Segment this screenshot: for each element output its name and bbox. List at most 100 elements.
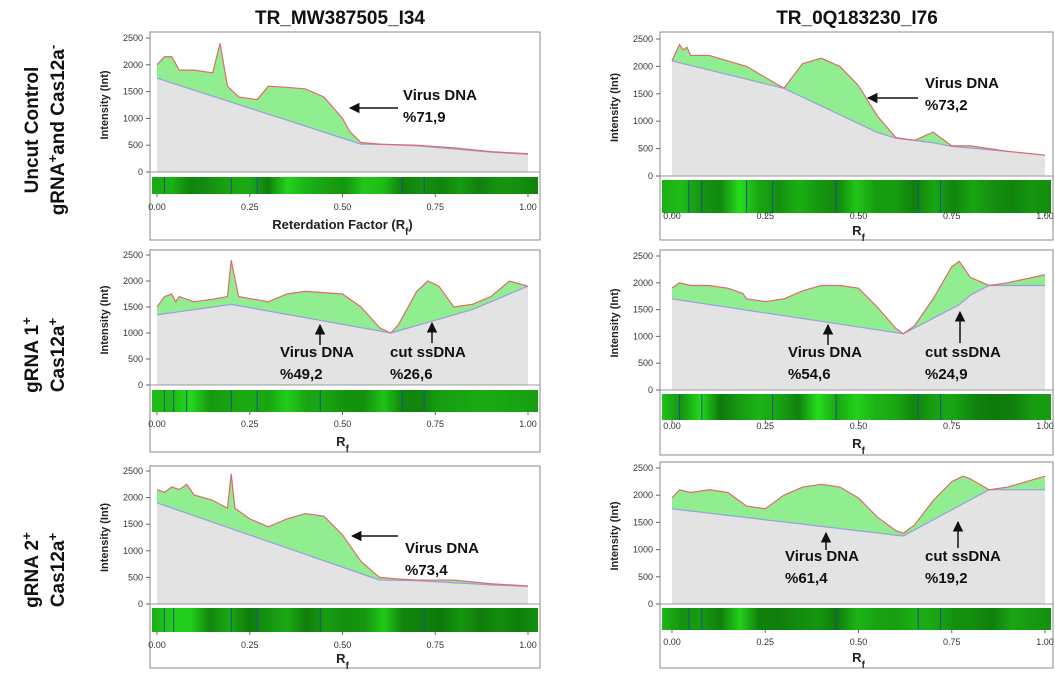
x-tick-label: 0.00 — [148, 640, 166, 650]
superscript: + — [45, 318, 60, 326]
y-tick-label: 0 — [648, 171, 653, 181]
lane-strip — [662, 180, 1051, 213]
annotation: cut ssDNA — [925, 548, 1001, 565]
x-tick-label: 0.50 — [334, 419, 352, 429]
figure: TR_MW387505_I34 TR_0Q183230_I76 Uncut Co… — [0, 0, 1055, 673]
row-label: gRNA 1+ — [19, 317, 44, 393]
superscript: + — [19, 317, 34, 325]
y-tick-label: 1500 — [633, 305, 653, 315]
annotation: cut ssDNA — [390, 344, 466, 361]
annotation: cut ssDNA — [925, 344, 1001, 361]
y-tick-label: 500 — [128, 572, 143, 582]
x-tick-label: 0.25 — [241, 202, 259, 212]
text-part: Reterdation Factor (R — [272, 217, 406, 232]
y-tick-label: 1000 — [123, 546, 143, 556]
x-tick-label: 0.25 — [241, 640, 259, 650]
y-tick-label: 0 — [138, 167, 143, 177]
x-tick-label: 0.00 — [663, 211, 681, 221]
y-tick-label: 1500 — [123, 519, 143, 529]
y-tick-label: 2500 — [123, 466, 143, 476]
y-tick-label: 2500 — [633, 251, 653, 261]
text-part: gRNA 1 — [22, 325, 43, 393]
text-part: and Cas12a — [48, 49, 69, 155]
annotation: Virus DNA — [280, 344, 354, 361]
x-tick-label: 0.50 — [334, 202, 352, 212]
y-tick-label: 1000 — [123, 328, 143, 338]
text-part: Uncut Control — [22, 67, 43, 194]
x-tick-label: 1.00 — [519, 202, 537, 212]
y-tick-label: 1500 — [633, 517, 653, 527]
annotation: %54,6 — [788, 366, 831, 383]
lane-strip — [152, 390, 538, 412]
x-tick-label: 0.75 — [943, 211, 961, 221]
row-label: Cas12a+ — [45, 533, 70, 608]
x-tick-label: 0.25 — [241, 419, 259, 429]
y-tick-label: 2500 — [123, 33, 143, 43]
y-tick-label: 500 — [128, 140, 143, 150]
x-tick-label: 1.00 — [519, 640, 537, 650]
x-tick-label: 0.50 — [850, 211, 868, 221]
y-tick-label: 1000 — [633, 116, 653, 126]
y-tick-label: 0 — [648, 599, 653, 609]
annotation: %26,6 — [390, 366, 433, 383]
x-tick-label: 1.00 — [1036, 637, 1054, 647]
annotation: Virus DNA — [925, 75, 999, 92]
annotation: Virus DNA — [785, 548, 859, 565]
row-label: Uncut Control — [22, 67, 43, 194]
x-tick-label: 0.75 — [426, 202, 444, 212]
y-tick-label: 0 — [138, 380, 143, 390]
text-part: Cas12a — [48, 325, 69, 392]
y-tick-label: 500 — [638, 358, 653, 368]
x-tick-label: 1.00 — [1036, 421, 1054, 431]
x-tick-label: 0.75 — [943, 637, 961, 647]
annotation: Virus DNA — [788, 344, 862, 361]
y-tick-label: 500 — [128, 354, 143, 364]
y-tick-label: 2500 — [633, 34, 653, 44]
superscript: - — [45, 45, 60, 49]
annotation: Virus DNA — [403, 87, 477, 104]
y-tick-label: 1500 — [633, 89, 653, 99]
text-part: Cas12a — [48, 540, 69, 607]
x-tick-label: 1.00 — [1036, 211, 1054, 221]
x-tick-label: 0.75 — [426, 419, 444, 429]
x-tick-label: 0.75 — [426, 640, 444, 650]
x-tick-label: 0.00 — [663, 637, 681, 647]
annotation: %73,4 — [405, 562, 448, 579]
x-tick-label: 0.75 — [943, 421, 961, 431]
annotation: Virus DNA — [405, 540, 479, 557]
y-tick-label: 0 — [138, 599, 143, 609]
y-tick-label: 1000 — [633, 545, 653, 555]
x-tick-label: 0.50 — [850, 421, 868, 431]
y-axis-label: Intensity (Int) — [609, 73, 621, 142]
y-axis-label: Intensity (Int) — [99, 503, 111, 572]
column-title: TR_0Q183230_I76 — [776, 8, 938, 29]
y-axis-label: Intensity (Int) — [99, 285, 111, 354]
y-tick-label: 500 — [638, 572, 653, 582]
superscript: + — [19, 532, 34, 540]
y-tick-label: 1500 — [123, 302, 143, 312]
y-axis-label: Intensity (Int) — [609, 288, 621, 357]
x-tick-label: 0.50 — [334, 640, 352, 650]
y-tick-label: 2000 — [123, 276, 143, 286]
x-tick-label: 0.00 — [148, 419, 166, 429]
y-axis-label: Intensity (Int) — [99, 70, 111, 139]
y-tick-label: 2000 — [123, 493, 143, 503]
row-label: Cas12a+ — [45, 318, 70, 393]
y-tick-label: 2000 — [633, 490, 653, 500]
y-tick-label: 2500 — [123, 250, 143, 260]
x-tick-label: 0.25 — [756, 637, 774, 647]
x-tick-label: 1.00 — [519, 419, 537, 429]
annotation: %24,9 — [925, 366, 968, 383]
y-tick-label: 0 — [648, 385, 653, 395]
y-tick-label: 2000 — [633, 278, 653, 288]
x-tick-label: 0.50 — [850, 637, 868, 647]
annotation: %73,2 — [925, 97, 968, 114]
lane-strip — [152, 177, 538, 194]
x-tick-label: 0.00 — [663, 421, 681, 431]
y-tick-label: 2000 — [633, 61, 653, 71]
y-tick-label: 1000 — [123, 113, 143, 123]
text-part: gRNA 2 — [22, 540, 43, 608]
y-tick-label: 1000 — [633, 331, 653, 341]
annotation: %49,2 — [280, 366, 323, 383]
x-tick-label: 0.25 — [756, 421, 774, 431]
